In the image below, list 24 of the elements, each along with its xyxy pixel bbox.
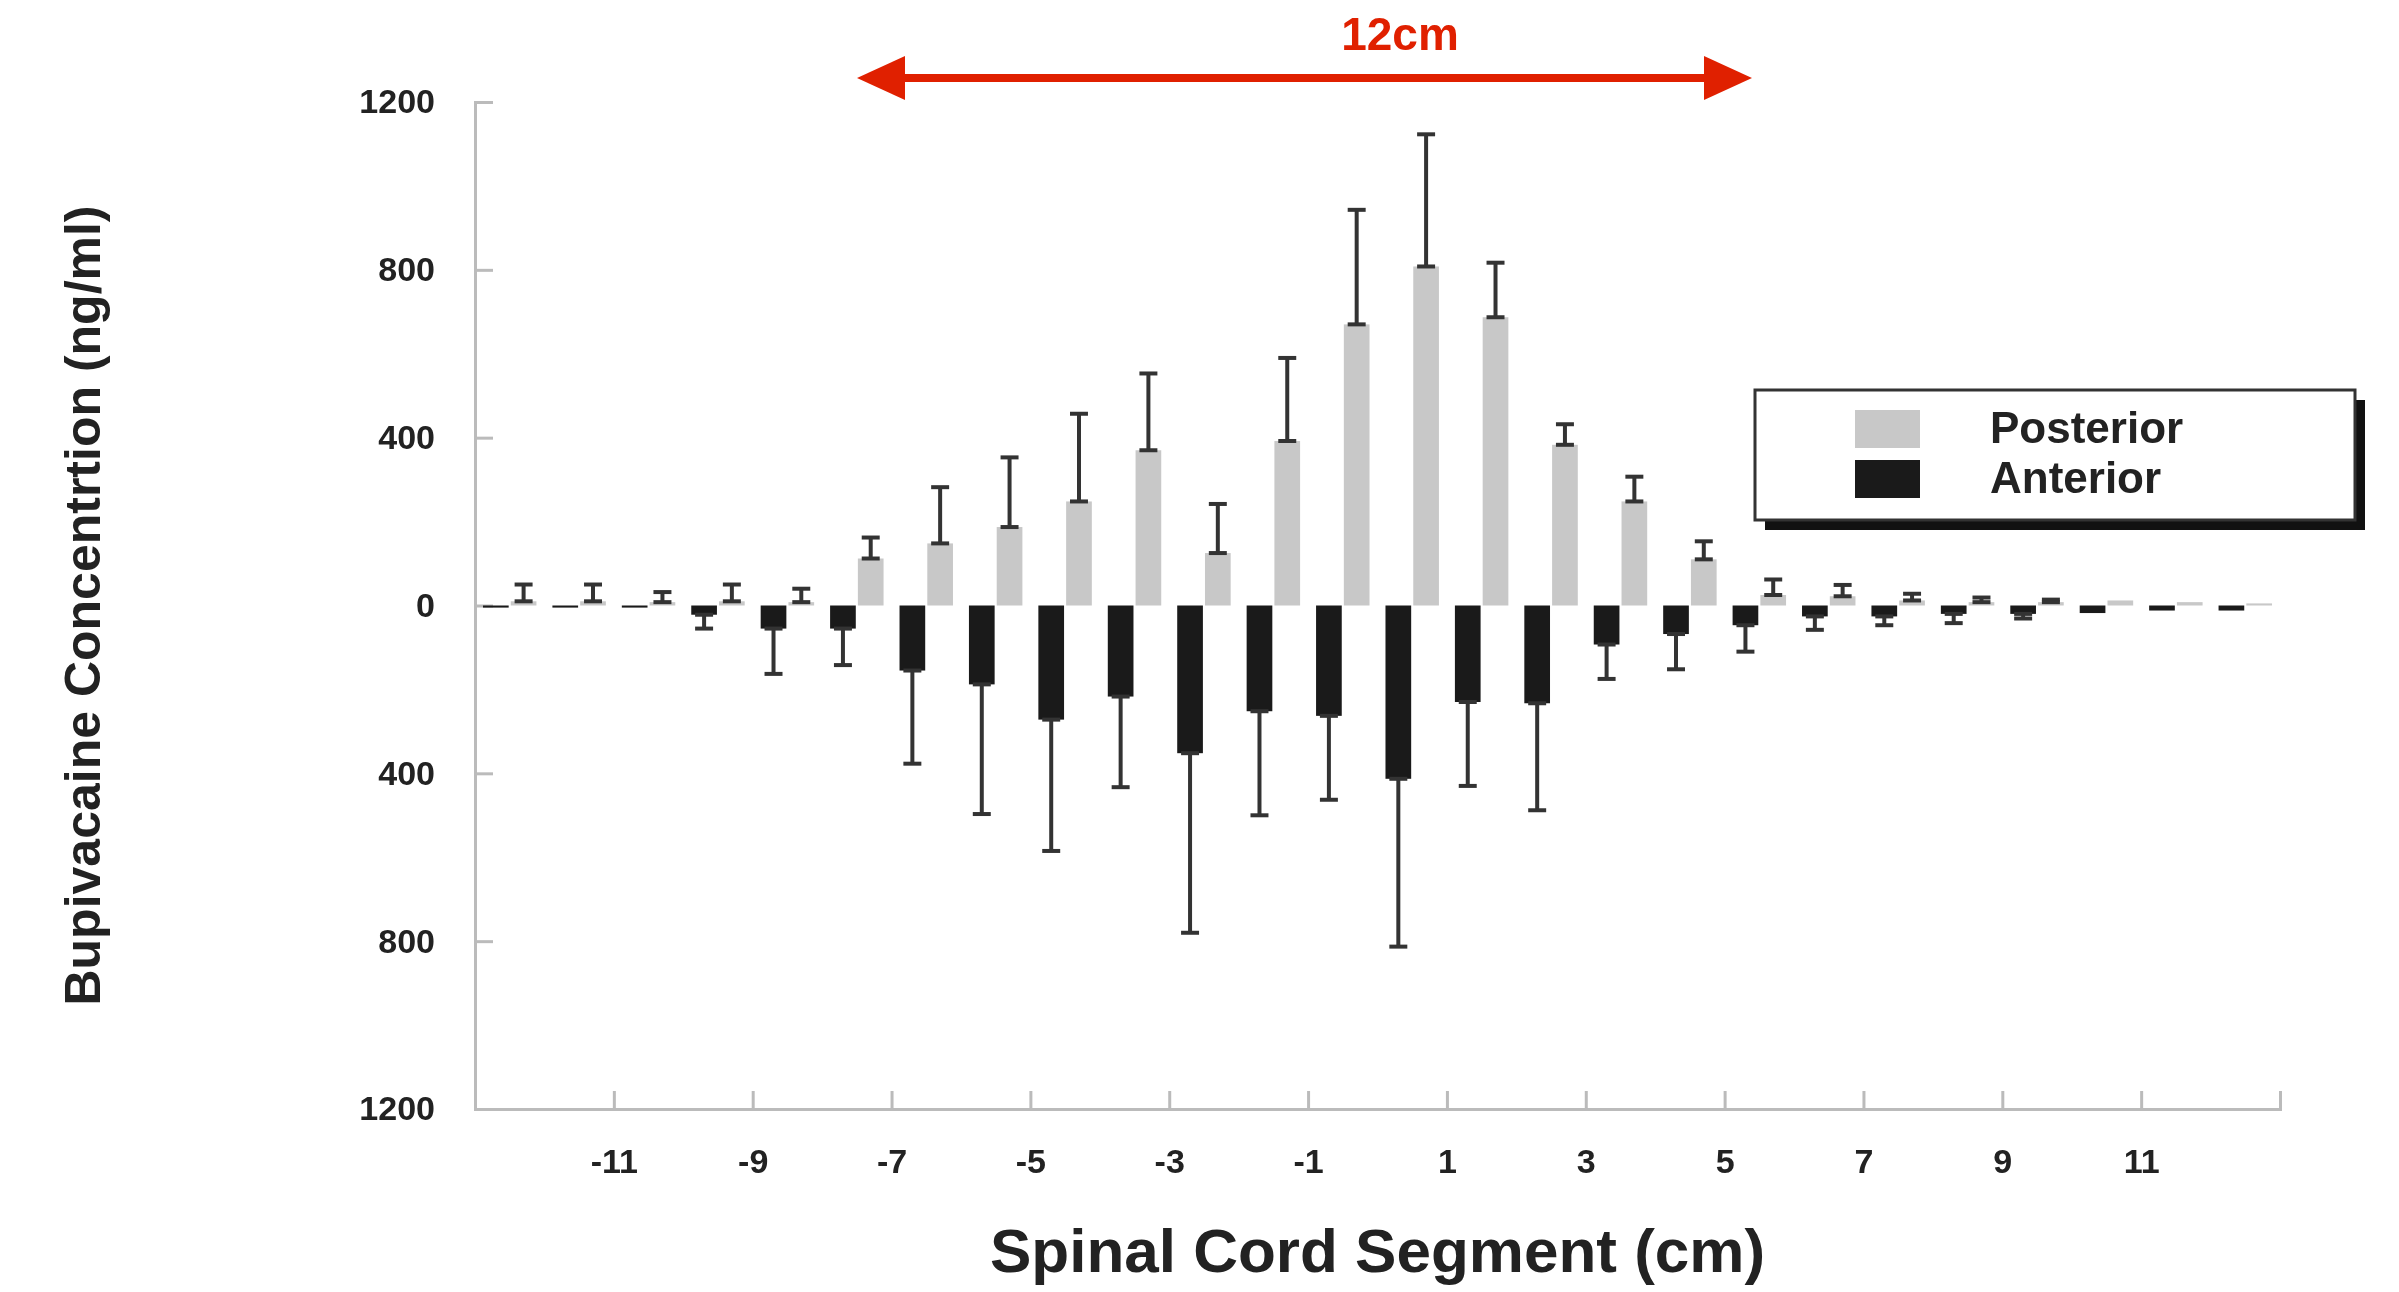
x-tick-label: -11 (590, 1142, 638, 1181)
x-tick-label: 5 (1715, 1142, 1735, 1181)
legend-label: Posterior (1990, 403, 2184, 452)
y-tick-label: 800 (378, 250, 435, 289)
x-axis-title: Spinal Cord Segment (cm) (989, 1216, 1766, 1285)
x-tick-label: -9 (738, 1142, 769, 1181)
y-tick-label: 800 (378, 921, 435, 960)
x-tick-label: -7 (876, 1142, 908, 1181)
x-tick-label: 1 (1437, 1142, 1457, 1181)
x-tick-label: -5 (1015, 1142, 1046, 1181)
y-tick-label: 1200 (359, 1089, 435, 1128)
legend-label: Anterior (1990, 453, 2162, 502)
x-tick-label: 9 (1993, 1142, 2013, 1181)
x-tick-label: 3 (1576, 1142, 1596, 1181)
x-tick-label: -1 (1293, 1142, 1324, 1181)
x-tick-label: -3 (1154, 1142, 1185, 1181)
x-tick-label: 7 (1854, 1142, 1874, 1181)
y-tick-label: 400 (378, 418, 435, 457)
x-tick-label: 11 (2123, 1142, 2160, 1181)
y-axis-title: Bupivacaine Concentrtion (ng/ml) (55, 205, 111, 1006)
y-tick-label: 400 (378, 753, 435, 792)
text: 12cm (1341, 8, 1459, 60)
y-tick-label: 0 (416, 585, 435, 624)
y-tick-label: 1200 (359, 82, 435, 121)
